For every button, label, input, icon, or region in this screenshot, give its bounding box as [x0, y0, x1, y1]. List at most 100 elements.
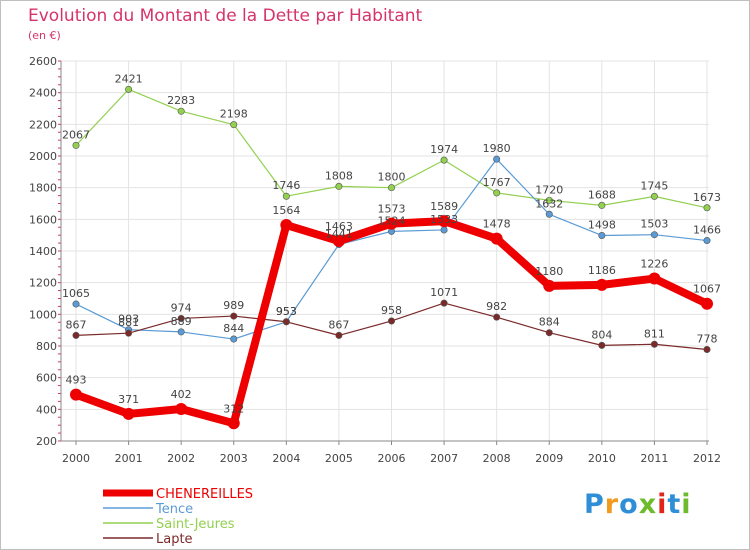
y-tick-label: 200	[36, 435, 57, 448]
logo-letter: i	[681, 489, 692, 520]
chart-title: Evolution du Montant de la Dette par Hab…	[28, 6, 423, 26]
data-point	[650, 340, 658, 348]
logo-letter: x	[638, 489, 658, 520]
data-label: 1180	[535, 265, 563, 278]
data-point	[703, 345, 711, 353]
y-tick-label: 1000	[29, 308, 57, 321]
series-layer	[70, 85, 713, 430]
data-point	[230, 312, 238, 320]
data-point	[125, 329, 133, 337]
data-label: 982	[486, 300, 507, 313]
data-point	[598, 341, 606, 349]
x-tick-label: 2008	[483, 452, 511, 465]
x-tick-label: 2009	[535, 452, 563, 465]
legend-label: CHENEREILLES	[156, 487, 253, 502]
legend-label: Tence	[155, 502, 193, 517]
x-tick-label: 2011	[640, 452, 668, 465]
data-point	[438, 215, 451, 228]
data-label: 1746	[272, 179, 300, 192]
data-point	[387, 317, 395, 325]
data-label: 989	[223, 299, 244, 312]
data-label: 844	[223, 322, 244, 335]
data-point	[701, 297, 713, 310]
logo-letter: r	[604, 489, 620, 520]
data-label: 884	[539, 316, 560, 329]
data-point	[385, 217, 398, 230]
data-label: 974	[171, 301, 192, 314]
data-point	[72, 141, 80, 149]
data-point	[703, 237, 711, 245]
data-label: 1065	[62, 287, 90, 300]
x-tick-label: 2012	[693, 452, 721, 465]
data-label: 312	[223, 402, 244, 415]
data-point	[122, 407, 135, 420]
y-tick-label: 2200	[29, 118, 57, 131]
data-point	[335, 182, 343, 190]
x-tick-label: 2007	[430, 452, 458, 465]
data-label: 402	[171, 388, 192, 401]
data-point	[335, 331, 343, 339]
grid-lines	[61, 60, 709, 442]
data-label: 2421	[115, 72, 143, 85]
data-label: 1980	[483, 142, 511, 155]
data-label: 1463	[325, 220, 353, 233]
data-point	[440, 299, 448, 307]
y-tick-label: 800	[36, 340, 57, 353]
data-label: 371	[118, 393, 139, 406]
x-tick-label: 2000	[62, 452, 90, 465]
data-label: 958	[381, 304, 402, 317]
data-label: 1524	[378, 214, 406, 227]
data-point	[227, 417, 240, 430]
data-point	[230, 121, 238, 129]
data-point	[545, 329, 553, 337]
data-point	[282, 318, 290, 326]
logo-letter: i	[657, 489, 668, 520]
logo-letter: o	[619, 489, 639, 520]
data-label: 903	[118, 313, 139, 326]
data-point	[177, 107, 185, 115]
data-point	[177, 314, 185, 322]
data-label: 1745	[640, 179, 668, 192]
data-label: 2198	[220, 108, 248, 121]
data-point	[440, 156, 448, 164]
data-point	[280, 219, 293, 232]
data-point	[598, 231, 606, 239]
data-point	[177, 328, 185, 336]
data-label: 1067	[693, 283, 721, 296]
data-point	[493, 189, 501, 197]
y-tick-label: 2400	[29, 87, 57, 100]
data-label: 1441	[325, 228, 353, 241]
data-label: 2067	[62, 128, 90, 141]
data-labels: 2067 2421 2283 2198 1746 1808 1800 1974 1767 1720…	[62, 72, 721, 415]
data-label: 1498	[588, 218, 616, 231]
y-tick-label: 2000	[29, 150, 57, 163]
data-label: 804	[591, 328, 612, 341]
legend-label: Saint-Jeures	[156, 517, 235, 532]
data-label: 1800	[378, 171, 406, 184]
y-tick-label: 2600	[29, 55, 57, 68]
data-point	[230, 335, 238, 343]
x-tick-label: 2006	[378, 452, 406, 465]
x-tick-label: 2004	[272, 452, 300, 465]
data-label: 1573	[378, 203, 406, 216]
x-tick-label: 2010	[588, 452, 616, 465]
data-label: 1720	[535, 183, 563, 196]
data-point	[125, 85, 133, 93]
data-point	[648, 272, 661, 285]
data-label: 881	[118, 316, 139, 329]
data-point	[490, 232, 503, 245]
legend-label: Lapte	[156, 532, 193, 547]
data-label: 953	[276, 305, 297, 318]
x-tick-label: 2001	[115, 452, 143, 465]
data-label: 867	[328, 318, 349, 331]
logo-letter: t	[667, 489, 682, 520]
data-label: 811	[644, 327, 665, 340]
data-point	[598, 201, 606, 209]
data-point	[70, 388, 82, 401]
data-label: 1478	[483, 218, 511, 231]
data-point	[703, 204, 711, 212]
proxiti-logo: Proxiti	[584, 489, 692, 520]
data-label: 493	[66, 374, 87, 387]
logo-letter: P	[584, 489, 605, 520]
data-point	[650, 231, 658, 239]
